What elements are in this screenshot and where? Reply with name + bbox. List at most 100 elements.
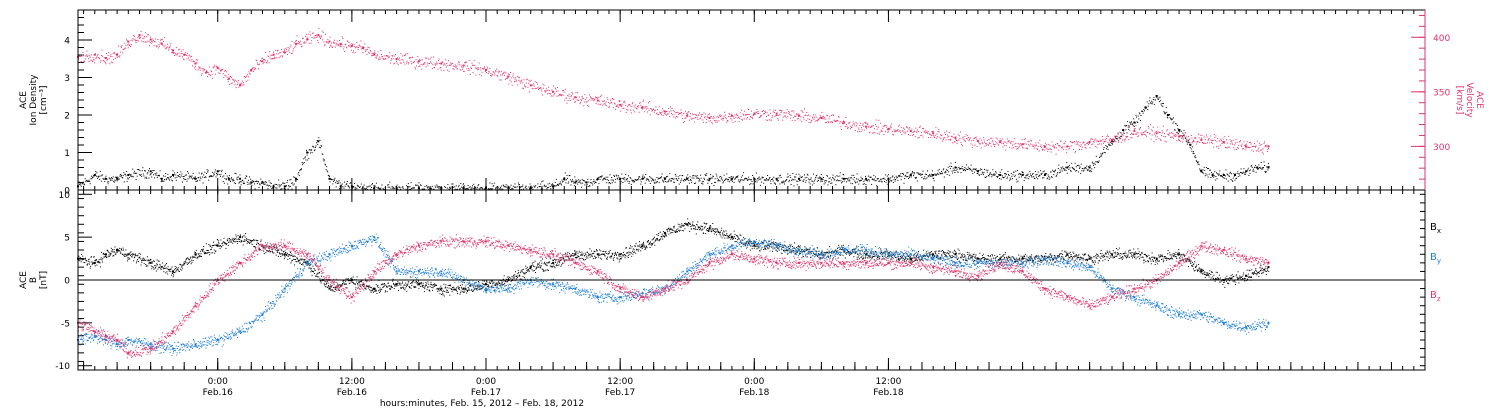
data-sample xyxy=(1132,123,1134,125)
data-sample xyxy=(410,60,412,62)
data-sample xyxy=(1151,134,1153,136)
data-sample xyxy=(171,52,173,53)
data-sample xyxy=(199,179,201,181)
data-sample xyxy=(130,175,131,177)
data-sample xyxy=(416,184,418,186)
data-sample xyxy=(156,45,158,47)
data-sample xyxy=(340,184,342,186)
data-sample xyxy=(713,117,715,119)
data-sample xyxy=(878,119,880,121)
data-sample xyxy=(350,49,352,51)
data-sample xyxy=(450,188,452,189)
data-sample xyxy=(975,168,977,170)
data-sample xyxy=(98,57,100,59)
data-sample xyxy=(584,94,586,96)
data-sample xyxy=(800,116,802,118)
data-sample xyxy=(757,179,759,181)
data-sample xyxy=(1218,173,1220,175)
data-sample xyxy=(491,183,493,185)
data-sample xyxy=(1005,173,1007,174)
data-sample xyxy=(1169,132,1170,134)
data-sample xyxy=(624,102,626,104)
data-point xyxy=(529,266,532,269)
data-sample xyxy=(103,60,105,62)
data-sample xyxy=(436,185,438,187)
data-sample xyxy=(128,177,130,179)
data-sample xyxy=(607,180,609,181)
data-point xyxy=(663,110,666,113)
data-sample xyxy=(1263,143,1265,145)
data-sample xyxy=(860,176,862,178)
data-sample xyxy=(795,173,797,175)
data-sample xyxy=(901,176,903,178)
data-sample xyxy=(829,121,831,123)
data-sample xyxy=(949,139,951,140)
data-sample xyxy=(378,59,380,61)
data-sample xyxy=(970,164,972,166)
series-ion-density xyxy=(77,94,1270,190)
data-sample xyxy=(163,46,165,48)
data-point xyxy=(149,170,152,173)
data-sample xyxy=(470,66,472,68)
data-sample xyxy=(1242,172,1244,174)
data-sample xyxy=(1153,97,1155,99)
data-sample xyxy=(726,178,728,180)
data-sample xyxy=(490,72,492,74)
data-sample xyxy=(552,91,553,93)
data-sample xyxy=(887,183,889,185)
data-sample xyxy=(605,101,607,103)
data-sample xyxy=(742,175,743,177)
data-sample xyxy=(954,161,956,163)
data-sample xyxy=(207,170,209,172)
data-sample xyxy=(399,188,401,190)
data-sample xyxy=(1233,173,1235,175)
data-sample xyxy=(799,180,800,182)
data-sample xyxy=(1003,177,1004,179)
data-sample xyxy=(733,181,735,183)
data-sample xyxy=(673,111,675,113)
data-point xyxy=(417,60,420,63)
data-sample xyxy=(228,179,230,181)
data-sample xyxy=(944,170,946,172)
data-sample xyxy=(268,180,270,182)
data-sample xyxy=(918,173,920,175)
data-sample xyxy=(194,176,196,178)
data-sample xyxy=(592,98,594,100)
data-sample xyxy=(292,184,294,186)
data-sample xyxy=(1105,148,1107,150)
data-sample xyxy=(914,130,916,132)
data-sample xyxy=(1037,171,1039,173)
data-sample xyxy=(525,186,527,188)
data-sample xyxy=(1046,178,1048,180)
data-sample xyxy=(944,131,946,133)
data-sample xyxy=(1121,135,1123,137)
data-sample xyxy=(300,43,302,45)
data-sample xyxy=(152,38,154,40)
data-sample xyxy=(774,182,776,184)
data-sample xyxy=(435,186,437,188)
data-sample xyxy=(837,120,839,122)
data-sample xyxy=(776,114,778,116)
data-sample xyxy=(569,97,571,99)
data-sample xyxy=(323,159,325,161)
data-sample xyxy=(1146,106,1148,108)
data-sample xyxy=(222,68,224,70)
data-sample xyxy=(150,173,152,175)
data-sample xyxy=(318,146,320,148)
data-sample xyxy=(368,47,370,49)
data-sample xyxy=(558,184,560,186)
data-sample xyxy=(840,180,842,182)
data-sample xyxy=(866,179,868,181)
data-sample xyxy=(1199,134,1201,136)
data-sample xyxy=(195,178,197,179)
data-point xyxy=(362,47,364,50)
data-sample xyxy=(473,183,475,185)
data-sample xyxy=(264,183,266,185)
data-sample xyxy=(478,68,480,70)
data-sample xyxy=(273,184,275,186)
data-sample xyxy=(340,186,342,188)
data-sample xyxy=(724,111,726,113)
data-sample xyxy=(887,131,889,133)
data-sample xyxy=(382,188,384,190)
data-point xyxy=(395,58,398,61)
